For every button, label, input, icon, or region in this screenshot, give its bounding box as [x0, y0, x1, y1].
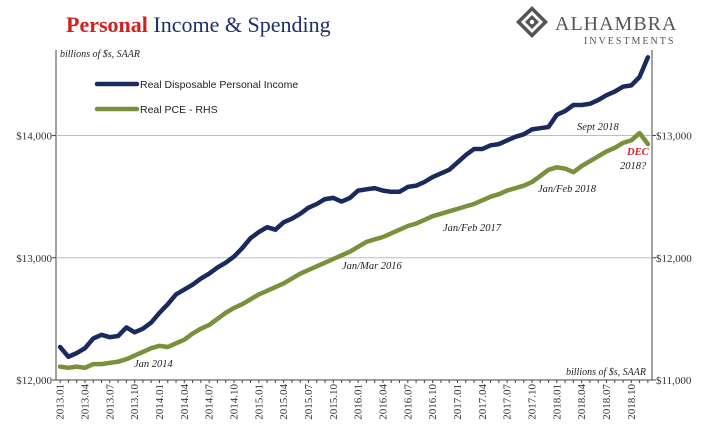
x-tick-label: 2013.10	[129, 384, 141, 420]
x-tick-label: 2016.01	[353, 384, 365, 420]
x-tick-label: 2015.07	[303, 384, 315, 420]
left-tick-label: $12,000	[16, 375, 52, 387]
annotation-jan-feb-2017: Jan/Feb 2017	[443, 223, 502, 234]
axes	[55, 50, 653, 381]
x-tick-label: 2014.10	[228, 384, 240, 420]
right-tick-label: $13,000	[656, 131, 692, 143]
x-tick-label: 2013.07	[104, 384, 116, 420]
x-tick-label: 2017.10	[526, 384, 538, 420]
annotation-jan-feb-2018: Jan/Feb 2018	[538, 184, 597, 195]
annotations: Jan 2014 Jan/Mar 2016 Jan/Feb 2017 Jan/F…	[134, 122, 650, 370]
x-tick-label: 2016.07	[402, 384, 414, 420]
logo-mark-icon	[516, 6, 548, 38]
x-tick-label: 2016.10	[427, 384, 439, 420]
x-tick-label: 2018.10	[626, 384, 638, 420]
x-tick-label: 2015.01	[253, 384, 265, 420]
legend: Real Disposable Personal Income Real PCE…	[94, 79, 298, 116]
annotation-jan-2014: Jan 2014	[134, 359, 174, 370]
series-line-pce	[57, 130, 651, 371]
x-tick-label: 2016.04	[377, 384, 389, 420]
x-tick-label: 2013.04	[79, 384, 91, 420]
title-part2: Income & Spending	[148, 12, 331, 37]
x-tick-label: 2017.07	[502, 384, 514, 420]
annotation-jan-mar-2016: Jan/Mar 2016	[342, 261, 403, 272]
left-axis-note: billions of $s, SAAR	[60, 49, 140, 60]
x-tick-label: 2015.04	[278, 384, 290, 420]
x-tick-label: 2018.04	[576, 384, 588, 420]
x-tick-label: 2015.10	[328, 384, 340, 420]
annotation-dec: DEC	[626, 147, 650, 158]
gridlines	[56, 135, 652, 259]
left-tick-label: $13,000	[16, 253, 52, 265]
series-layer	[57, 55, 651, 371]
x-tick-label: 2017.01	[452, 384, 464, 420]
annotation-sept-2018: Sept 2018	[577, 122, 619, 133]
right-tick-label: $11,000	[656, 375, 692, 387]
legend-label-pce: Real PCE - RHS	[140, 104, 218, 116]
x-tick-label: 2018.07	[601, 384, 613, 420]
right-y-ticks: $11,000 $12,000 $13,000	[652, 131, 692, 387]
left-tick-label: $14,000	[16, 131, 52, 143]
logo-name: ALHAMBRA	[555, 13, 677, 35]
x-tick-label: 2018.01	[551, 384, 563, 420]
right-axis-note: billions of $s, SAAR	[566, 367, 646, 378]
chart-title: Personal Income & Spending	[66, 12, 331, 37]
x-tick-label: 2017.04	[477, 384, 489, 420]
x-tick-label: 2013.01	[55, 384, 67, 420]
annotation-2018q: 2018?	[620, 161, 647, 172]
right-tick-label: $12,000	[656, 253, 692, 265]
left-y-ticks: $12,000 $13,000 $14,000	[16, 131, 56, 387]
x-tick-label: 2014.04	[179, 384, 191, 420]
alhambra-logo: ALHAMBRA INVESTMENTS	[516, 6, 677, 47]
legend-label-income: Real Disposable Personal Income	[140, 79, 298, 91]
logo-sub: INVESTMENTS	[584, 36, 675, 47]
x-tick-label: 2014.01	[154, 384, 166, 420]
x-ticks: 2013.01 2013.04 2013.07 2013.10 2014.01 2014.…	[55, 380, 649, 420]
title-part1: Personal	[66, 12, 148, 37]
series-line-income	[57, 55, 651, 360]
x-tick-label: 2014.07	[204, 384, 216, 420]
